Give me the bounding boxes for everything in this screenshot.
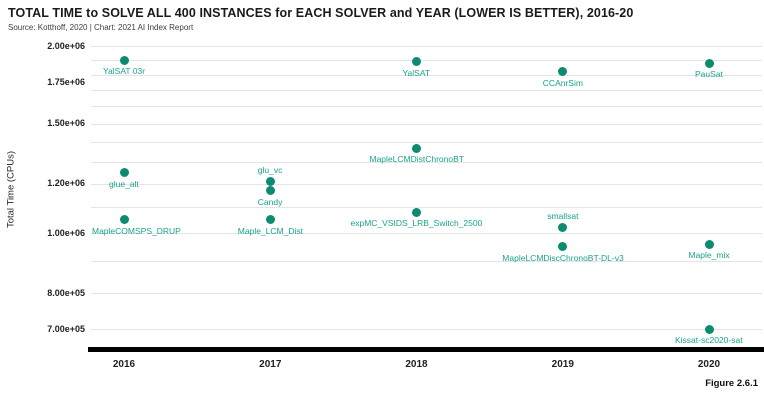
bottom-accent-line	[64, 400, 562, 403]
x-tick-label: 2020	[697, 359, 721, 370]
data-point-label: YalSAT 03r	[103, 66, 146, 77]
y-tick-label: 1.50e+06	[47, 118, 85, 129]
data-point-label: Maple_LCM_Dist	[237, 225, 303, 236]
x-tick-label: 2019	[551, 359, 574, 370]
data-point-label: Maple_mix	[688, 250, 730, 260]
data-point	[119, 215, 129, 225]
data-point	[119, 55, 129, 65]
data-point-label: MapleLCMDiscChronoBT-DL-v3	[502, 252, 624, 263]
y-gridline	[91, 261, 762, 263]
data-point-label: glue_alt	[109, 178, 139, 189]
y-tick-label: 1.20e+06	[47, 178, 85, 189]
data-point	[412, 57, 421, 67]
y-gridline	[91, 123, 762, 125]
y-gridline	[91, 90, 762, 92]
y-gridline	[91, 106, 762, 108]
data-point-label: MapleLCMDistChronoBT	[369, 154, 464, 165]
data-point-label: Candy	[257, 196, 283, 207]
figure-number: Figure 2.6.1	[705, 378, 758, 389]
data-point-label: CCAnrSim	[542, 77, 583, 88]
chart-source: Source: Kotthoff, 2020 | Chart: 2021 AI …	[8, 23, 194, 32]
y-tick-label: 1.00e+06	[47, 227, 85, 238]
x-tick-label: 2016	[112, 359, 136, 370]
y-axis-title: Total Time (CPUs)	[5, 150, 17, 229]
data-point	[558, 67, 568, 77]
data-point	[558, 242, 568, 252]
y-gridline	[91, 329, 762, 330]
data-point-label: expMC_VSIDS_LRB_Switch_2500	[350, 218, 483, 229]
y-gridline	[91, 233, 762, 234]
data-point	[119, 168, 129, 178]
y-tick-label: 2.00e+06	[47, 40, 85, 51]
data-point	[265, 177, 275, 187]
x-axis-line	[88, 347, 764, 352]
y-tick-label: 8.00e+05	[47, 287, 85, 298]
x-tick-label: 2017	[259, 359, 282, 370]
y-gridline	[91, 74, 762, 76]
y-gridline	[91, 46, 762, 48]
data-point	[558, 223, 568, 233]
data-point-label: smallsat	[547, 210, 579, 221]
y-gridline	[91, 207, 762, 209]
chart-title: TOTAL TIME to SOLVE ALL 400 INSTANCES fo…	[8, 6, 634, 20]
y-tick-label: 1.75e+06	[47, 76, 85, 87]
y-gridline	[91, 183, 762, 185]
data-point	[412, 143, 421, 153]
data-point-label: YalSAT	[402, 67, 431, 78]
data-point	[704, 324, 714, 334]
data-point-label: glu_vc	[257, 164, 283, 175]
y-gridline	[91, 142, 762, 144]
x-tick-label: 2018	[405, 359, 428, 370]
data-point	[412, 207, 421, 217]
y-tick-label: 7.00e+05	[47, 323, 85, 334]
data-point-label: MapleCOMSPS_DRUP	[92, 225, 181, 236]
data-point	[704, 239, 714, 249]
data-point	[265, 215, 275, 225]
y-gridline	[91, 60, 762, 62]
data-point-label: PauSat	[695, 69, 723, 79]
data-point	[265, 186, 275, 196]
y-gridline	[91, 293, 762, 295]
y-gridline	[91, 162, 762, 164]
data-point	[704, 58, 714, 68]
data-point-label: Kissat-sc2020-sat	[675, 335, 743, 345]
